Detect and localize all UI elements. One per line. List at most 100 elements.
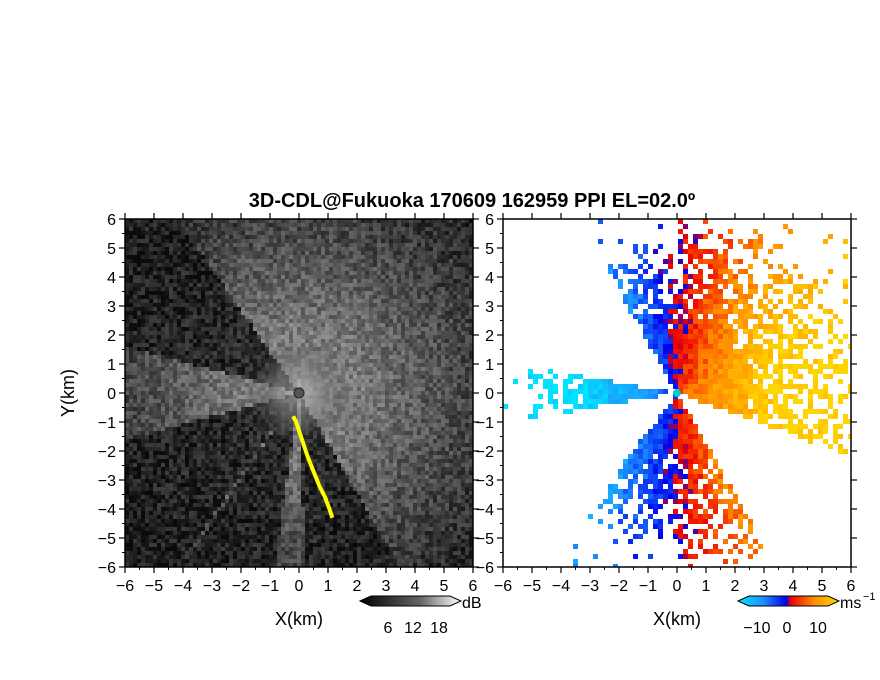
field-cell xyxy=(309,307,313,311)
field-cell xyxy=(297,299,301,303)
field-cell xyxy=(349,279,353,283)
field-cell xyxy=(189,367,193,371)
field-cell xyxy=(197,319,201,323)
field-cell xyxy=(409,251,413,255)
field-cell xyxy=(253,343,257,347)
field-cell xyxy=(145,263,149,267)
field-cell xyxy=(241,315,245,319)
field-cell xyxy=(401,219,405,223)
field-cell xyxy=(253,219,257,223)
field-cell xyxy=(345,267,349,271)
field-cell xyxy=(141,259,145,263)
field-cell xyxy=(441,247,445,251)
field-cell xyxy=(153,439,157,443)
field-cell xyxy=(289,299,293,303)
field-cell xyxy=(133,275,137,279)
field-cell xyxy=(441,331,445,335)
field-cell xyxy=(277,311,281,315)
field-cell xyxy=(145,415,149,419)
field-cell xyxy=(193,443,197,447)
field-cell xyxy=(165,219,169,223)
field-cell xyxy=(441,359,445,363)
field-cell xyxy=(401,227,405,231)
field-cell xyxy=(205,371,209,375)
field-cell xyxy=(417,231,421,235)
field-cell xyxy=(397,251,401,255)
field-cell xyxy=(265,279,269,283)
field-cell xyxy=(137,263,141,267)
field-cell xyxy=(273,271,277,275)
field-cell xyxy=(377,331,381,335)
field-cell xyxy=(185,303,189,307)
field-cell xyxy=(405,319,409,323)
field-cell xyxy=(209,223,213,227)
field-cell xyxy=(201,411,205,415)
field-cell xyxy=(321,307,325,311)
field-cell xyxy=(441,255,445,259)
field-cell xyxy=(165,299,169,303)
field-cell xyxy=(369,291,373,295)
field-cell xyxy=(449,255,453,259)
field-cell xyxy=(185,279,189,283)
field-cell xyxy=(289,327,293,331)
field-cell xyxy=(421,407,425,411)
field-cell xyxy=(157,439,161,443)
field-cell xyxy=(417,323,421,327)
field-cell xyxy=(293,307,297,311)
field-cell xyxy=(317,323,321,327)
field-cell xyxy=(445,251,449,255)
field-cell xyxy=(373,295,377,299)
field-cell xyxy=(137,427,141,431)
field-cell xyxy=(317,251,321,255)
field-cell xyxy=(129,227,133,231)
field-cell xyxy=(381,231,385,235)
field-cell xyxy=(157,267,161,271)
field-cell xyxy=(373,219,377,223)
field-cell xyxy=(137,355,141,359)
field-cell xyxy=(441,375,445,379)
field-cell xyxy=(369,267,373,271)
field-cell xyxy=(149,323,153,327)
field-cell xyxy=(341,275,345,279)
field-cell xyxy=(417,299,421,303)
field-cell xyxy=(265,295,269,299)
field-cell xyxy=(205,283,209,287)
field-cell xyxy=(177,291,181,295)
field-cell xyxy=(445,247,449,251)
field-cell xyxy=(129,331,133,335)
field-cell xyxy=(137,303,141,307)
field-cell xyxy=(265,307,269,311)
field-cell xyxy=(149,271,153,275)
field-cell xyxy=(417,423,421,427)
field-cell xyxy=(289,247,293,251)
field-cell xyxy=(401,315,405,319)
field-cell xyxy=(233,383,237,387)
field-cell xyxy=(201,247,205,251)
field-cell xyxy=(165,443,169,447)
field-cell xyxy=(241,299,245,303)
field-cell xyxy=(141,311,145,315)
field-cell xyxy=(401,239,405,243)
field-cell xyxy=(261,255,265,259)
field-cell xyxy=(157,371,161,375)
field-cell xyxy=(409,359,413,363)
field-cell xyxy=(457,219,461,223)
field-cell xyxy=(257,439,261,443)
field-cell xyxy=(229,367,233,371)
field-cell xyxy=(289,295,293,299)
field-cell xyxy=(365,251,369,255)
field-cell xyxy=(177,395,181,399)
field-cell xyxy=(437,403,441,407)
field-cell xyxy=(125,323,129,327)
field-cell xyxy=(173,227,177,231)
field-cell xyxy=(389,379,393,383)
field-cell xyxy=(365,267,369,271)
field-cell xyxy=(277,295,281,299)
field-cell xyxy=(349,227,353,231)
field-cell xyxy=(133,227,137,231)
field-cell xyxy=(261,323,265,327)
field-cell xyxy=(285,219,289,223)
field-cell xyxy=(137,231,141,235)
field-cell xyxy=(369,335,373,339)
field-cell xyxy=(385,315,389,319)
